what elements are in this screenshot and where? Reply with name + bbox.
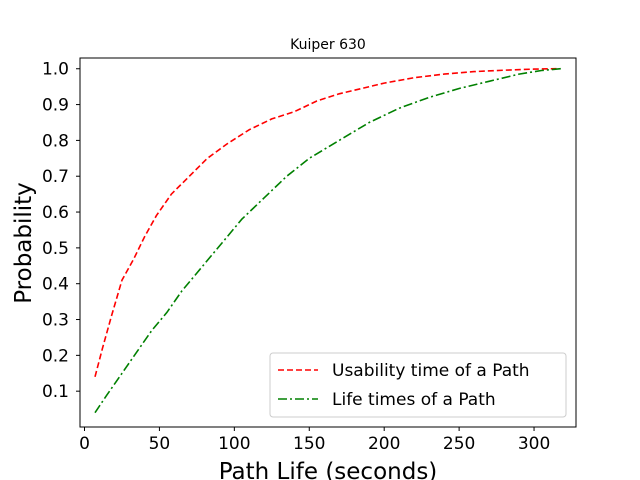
y-tick-label: 0.3	[42, 311, 69, 331]
x-tick-label: 200	[368, 434, 400, 454]
y-tick-label: 0.5	[42, 239, 69, 259]
y-tick-label: 1.0	[42, 60, 69, 80]
y-tick-label: 0.9	[42, 96, 69, 116]
legend-label-usability: Usability time of a Path	[332, 361, 530, 381]
x-tick-label: 150	[293, 434, 325, 454]
x-tick-label: 300	[518, 434, 550, 454]
y-tick-label: 0.4	[42, 275, 69, 295]
legend-box	[269, 352, 567, 418]
x-axis-label: Path Life (seconds)	[219, 459, 438, 480]
chart-title: Kuiper 630	[290, 37, 366, 53]
y-tick-label: 0.7	[42, 167, 69, 187]
y-tick-label: 0.2	[42, 346, 69, 366]
series-layer	[94, 67, 562, 414]
x-tick-label: 250	[443, 434, 475, 454]
x-tick-label: 0	[79, 434, 90, 454]
x-tick-label: 100	[218, 434, 250, 454]
series-line-0	[94, 67, 557, 378]
y-tick-label: 0.6	[42, 203, 69, 223]
series-line-1	[94, 67, 562, 414]
legend: Usability time of a Path Life times of a…	[269, 352, 567, 418]
y-axis: 0.1 0.2 0.3 0.4 0.5 0.6 0.7 0.8 0.9 1.0	[42, 60, 80, 402]
x-tick-label: 50	[149, 434, 171, 454]
x-axis: 0 50 100 150 200 250 300	[79, 427, 550, 454]
legend-label-lifetime: Life times of a Path	[332, 390, 496, 410]
y-tick-label: 0.8	[42, 131, 69, 151]
y-axis-label: Probability	[11, 182, 37, 304]
y-tick-label: 0.1	[42, 382, 69, 402]
